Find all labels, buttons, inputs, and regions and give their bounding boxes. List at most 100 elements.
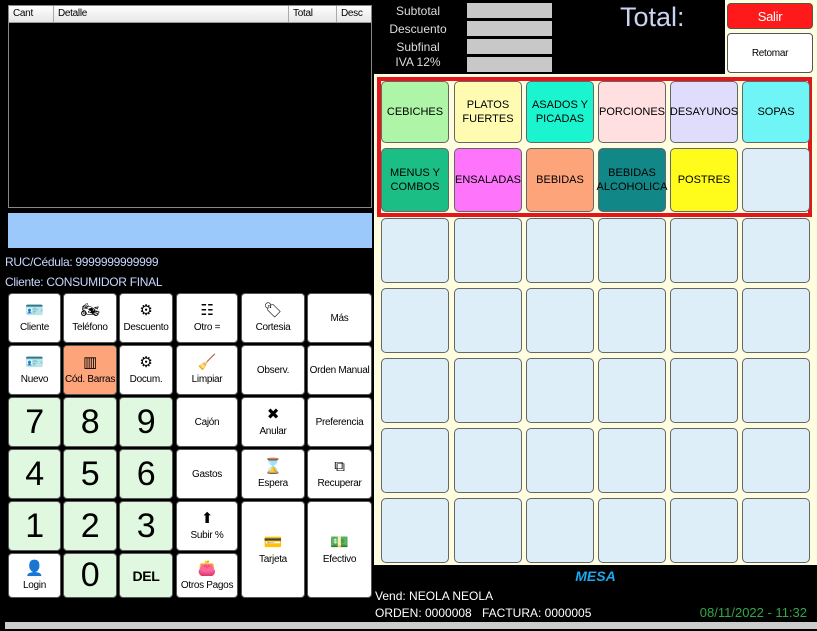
category-porciones[interactable]: PORCIONES xyxy=(598,81,666,143)
product-slot-empty[interactable] xyxy=(454,428,522,493)
salir-button[interactable]: Salir xyxy=(727,3,813,29)
nuevo-button[interactable]: 🪪 Nuevo xyxy=(8,345,61,395)
col-detalle[interactable]: Detalle xyxy=(54,6,289,22)
otro-button[interactable]: ☷ Otro = xyxy=(176,293,238,343)
gastos-button[interactable]: Gastos xyxy=(176,449,238,499)
key-2[interactable]: 2 xyxy=(63,501,117,551)
input-bar[interactable] xyxy=(8,213,372,248)
key-7[interactable]: 7 xyxy=(8,397,61,447)
category-ensaladas[interactable]: ENSALADAS xyxy=(454,148,522,212)
product-slot-empty[interactable] xyxy=(381,428,449,493)
product-slot-empty[interactable] xyxy=(381,288,449,353)
product-slot-empty[interactable] xyxy=(742,218,810,283)
más-button[interactable]: Más xyxy=(307,293,372,343)
category-desayunos[interactable]: DESAYUNOS xyxy=(670,81,738,143)
category-asados-y-picadas[interactable]: ASADOS Y PICADAS xyxy=(526,81,594,143)
button-label: Teléfono xyxy=(72,322,108,333)
product-slot-empty[interactable] xyxy=(454,218,522,283)
orden-manual-button[interactable]: Orden Manual xyxy=(307,345,372,395)
col-cant[interactable]: Cant xyxy=(9,6,54,22)
product-slot-empty[interactable] xyxy=(670,358,738,423)
key-6[interactable]: 6 xyxy=(119,449,173,499)
cajón-button[interactable]: Cajón xyxy=(176,397,238,447)
category-postres[interactable]: POSTRES xyxy=(670,148,738,212)
preferencia-button[interactable]: Preferencia xyxy=(307,397,372,447)
cód-barras-button[interactable]: ▥ Cód. Barras xyxy=(63,345,117,395)
teléfono-button[interactable]: 🏍 Teléfono xyxy=(63,293,117,343)
product-slot-empty[interactable] xyxy=(454,358,522,423)
category-menus-y-combos[interactable]: MENUS Y COMBOS xyxy=(381,148,449,212)
product-slot-empty[interactable] xyxy=(381,498,449,563)
barcode-icon: ▥ xyxy=(83,354,97,371)
horizontal-scrollbar[interactable] xyxy=(5,622,817,629)
product-slot-empty[interactable] xyxy=(670,498,738,563)
key-3[interactable]: 3 xyxy=(119,501,173,551)
product-slot-empty[interactable] xyxy=(526,498,594,563)
product-slot-empty[interactable] xyxy=(742,288,810,353)
col-total[interactable]: Total xyxy=(289,6,337,22)
button-label: Tarjeta xyxy=(259,553,287,565)
subtotal-value xyxy=(467,3,552,18)
del-button[interactable]: DEL xyxy=(119,553,173,598)
button-label: Efectivo xyxy=(322,553,357,565)
category-bebidas-alcoholica[interactable]: BEBIDAS ALCOHOLICA xyxy=(597,148,667,212)
docum-button[interactable]: ⚙ Docum. xyxy=(119,345,173,395)
category-sopas[interactable]: SOPAS xyxy=(742,81,810,143)
limpiar-button[interactable]: 🧹 Limpiar xyxy=(176,345,238,395)
product-slot-empty[interactable] xyxy=(742,498,810,563)
anular-button[interactable]: ✖ Anular xyxy=(241,397,305,447)
product-slot-empty[interactable] xyxy=(670,288,738,353)
otros-pagos-button[interactable]: 👛 Otros Pagos xyxy=(176,553,238,598)
motorcycle-icon: 🏍 xyxy=(80,302,100,319)
product-slot-empty[interactable] xyxy=(742,428,810,493)
cliente-button[interactable]: 🪪 Cliente xyxy=(8,293,61,343)
product-slot-empty[interactable] xyxy=(526,358,594,423)
order-table[interactable]: Cant Detalle Total Desc xyxy=(8,5,372,208)
category-platos-fuertes[interactable]: PLATOS FUERTES xyxy=(454,81,522,143)
key-8[interactable]: 8 xyxy=(63,397,117,447)
discount-icon: ⚙ xyxy=(139,302,153,319)
cortesia-button[interactable]: 🏷 Cortesia xyxy=(241,293,305,343)
product-slot-empty[interactable] xyxy=(670,218,738,283)
product-slot-empty[interactable] xyxy=(381,218,449,283)
product-slot-empty[interactable] xyxy=(742,358,810,423)
button-label: Docum. xyxy=(129,374,163,385)
observ-button[interactable]: Observ. xyxy=(241,345,305,395)
product-slot-empty[interactable] xyxy=(454,498,522,563)
col-desc[interactable]: Desc xyxy=(341,8,363,19)
product-slot-empty[interactable] xyxy=(598,218,666,283)
retomar-button[interactable]: Retomar xyxy=(727,33,813,73)
button-label: Orden Manual xyxy=(309,364,370,376)
login-button[interactable]: 👤 Login xyxy=(8,553,61,598)
subir-button[interactable]: ⬆ Subir % xyxy=(176,501,238,551)
vendor-label: Vend: NEOLA NEOLA xyxy=(375,589,494,603)
category-empty[interactable] xyxy=(742,148,810,212)
product-slot-empty[interactable] xyxy=(670,428,738,493)
datetime-label: 08/11/2022 - 11:32 xyxy=(699,605,807,620)
recuperar-button[interactable]: ⧉ Recuperar xyxy=(307,449,372,499)
key-1[interactable]: 1 xyxy=(8,501,61,551)
espera-button[interactable]: ⌛ Espera xyxy=(241,449,305,499)
descuento-button[interactable]: ⚙ Descuento xyxy=(119,293,173,343)
product-slot-empty[interactable] xyxy=(381,358,449,423)
button-label: DEL xyxy=(132,567,160,584)
product-slot-empty[interactable] xyxy=(598,288,666,353)
key-9[interactable]: 9 xyxy=(119,397,173,447)
category-cebiches[interactable]: CEBICHES xyxy=(381,81,449,143)
product-slot-empty[interactable] xyxy=(526,428,594,493)
key-4[interactable]: 4 xyxy=(8,449,61,499)
efectivo-button[interactable]: 💵 Efectivo xyxy=(307,501,372,598)
product-slot-empty[interactable] xyxy=(526,218,594,283)
tarjeta-button[interactable]: 💳 Tarjeta xyxy=(241,501,305,598)
product-slot-empty[interactable] xyxy=(526,288,594,353)
key-0[interactable]: 0 xyxy=(63,553,117,598)
category-bebidas[interactable]: BEBIDAS xyxy=(526,148,594,212)
product-slot-empty[interactable] xyxy=(598,498,666,563)
key-5[interactable]: 5 xyxy=(63,449,117,499)
product-slot-empty[interactable] xyxy=(598,358,666,423)
product-slot-empty[interactable] xyxy=(454,288,522,353)
product-slot-empty[interactable] xyxy=(598,428,666,493)
ruc-label: RUC/Cédula: 9999999999999 xyxy=(5,255,159,269)
recover-window-icon: ⧉ xyxy=(334,458,345,475)
order-table-header: Cant Detalle Total Desc xyxy=(9,6,371,23)
